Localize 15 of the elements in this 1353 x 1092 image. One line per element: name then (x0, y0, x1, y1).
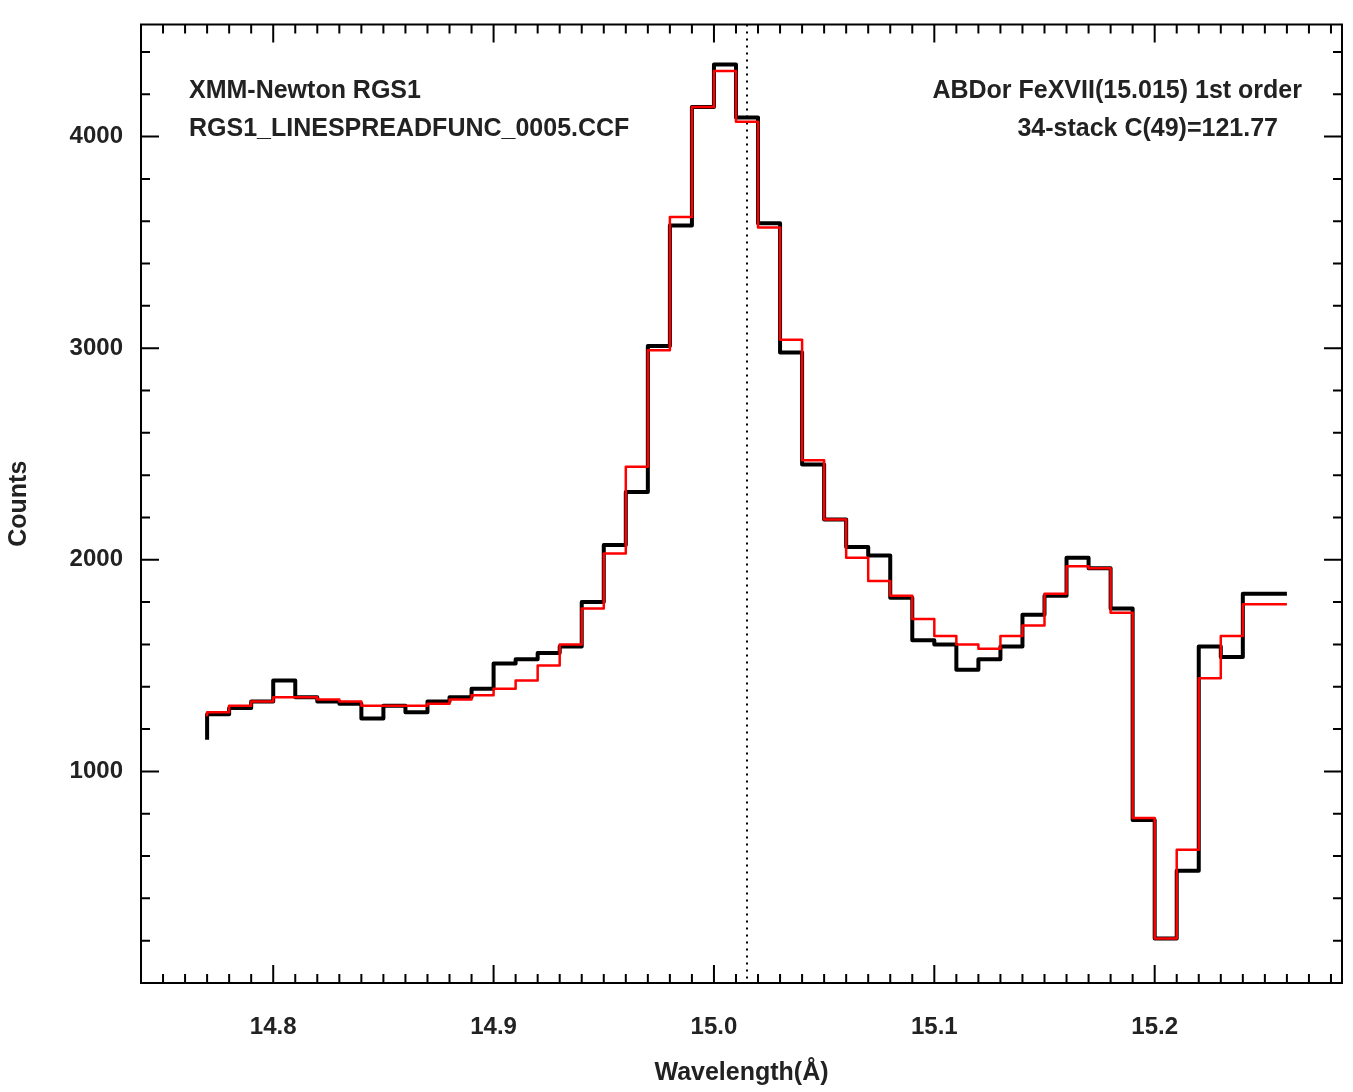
annotation: ABDor FeXVII(15.015) 1st order (932, 75, 1303, 104)
y-tick-label: 2000 (69, 544, 123, 572)
annotation: 34-stack C(49)=121.77 (1017, 113, 1278, 142)
annotation: RGS1_LINESPREADFUNC_0005.CCF (189, 113, 630, 142)
y-tick-label: 4000 (69, 121, 123, 149)
y-tick-label: 1000 (69, 756, 123, 784)
x-axis-title: Wavelength(Å) (654, 1056, 829, 1085)
y-axis-title: Counts (2, 460, 31, 547)
x-tick-label: 15.0 (690, 1012, 738, 1040)
x-tick-label: 15.1 (910, 1012, 958, 1040)
annotation: XMM-Newton RGS1 (189, 75, 422, 104)
x-tick-label: 15.2 (1131, 1012, 1179, 1040)
x-tick-label: 14.8 (249, 1012, 297, 1040)
x-tick-label: 14.9 (470, 1012, 517, 1040)
y-tick-label: 3000 (69, 332, 123, 360)
